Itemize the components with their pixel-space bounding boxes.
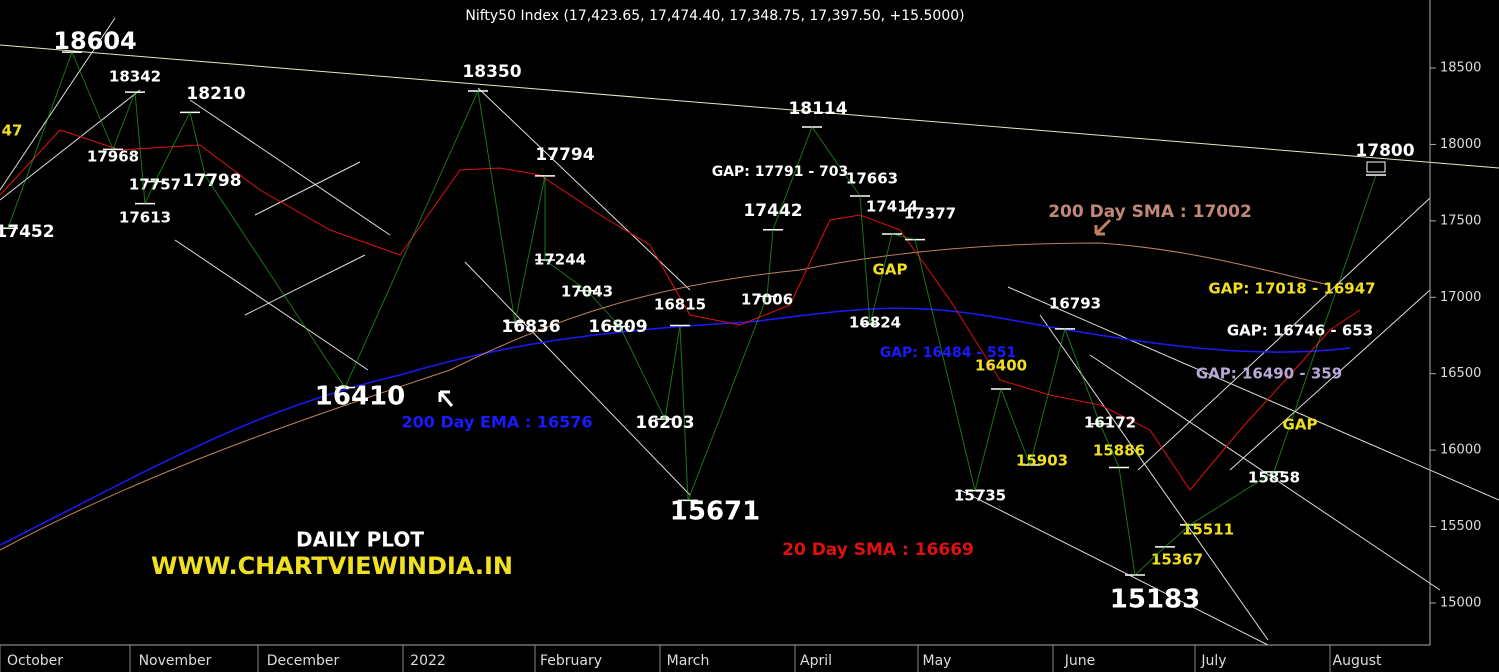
y-tick-label: 17500 bbox=[1440, 213, 1481, 228]
swing-label: 16172 bbox=[1084, 414, 1136, 432]
trendline bbox=[0, 44, 1499, 169]
annotation: GAP: 16746 - 653 bbox=[1227, 322, 1373, 340]
swing-label: 16815 bbox=[654, 296, 706, 314]
x-tick-label: July bbox=[1200, 653, 1226, 669]
annotation: 200 Day SMA : 17002 bbox=[1048, 202, 1252, 222]
swing-label: 17414 bbox=[866, 198, 918, 216]
ema-line bbox=[0, 307, 1351, 546]
annotation: 20 Day SMA : 16669 bbox=[782, 540, 974, 560]
sma-20-line bbox=[0, 129, 1361, 491]
x-tick-label: August bbox=[1333, 653, 1383, 669]
annotation: GAP bbox=[1283, 416, 1318, 434]
swing-label: 16793 bbox=[1049, 295, 1101, 313]
swing-label: 18604 bbox=[53, 27, 137, 55]
trendline bbox=[0, 17, 1499, 646]
annotation: GAP: 16484 - 551 bbox=[880, 345, 1017, 361]
annotation: 200 Day EMA : 16576 bbox=[402, 413, 593, 432]
swing-label: 17244 bbox=[534, 251, 586, 269]
x-tick-label: June bbox=[1064, 653, 1096, 669]
overlays bbox=[0, 17, 1499, 646]
swing-label: 18114 bbox=[788, 99, 847, 119]
annotation: WWW.CHARTVIEWINDIA.IN bbox=[151, 552, 513, 580]
swing-label: 16809 bbox=[588, 317, 647, 337]
x-tick-label: December bbox=[267, 653, 340, 669]
swing-label: 16203 bbox=[635, 413, 694, 433]
x-tick-label: April bbox=[800, 653, 832, 669]
swing-label: 17006 bbox=[741, 291, 793, 309]
swing-label: 18342 bbox=[109, 68, 161, 86]
x-tick-label: October bbox=[7, 653, 63, 669]
x-tick-label: 2022 bbox=[410, 653, 446, 669]
swing-label: 15511 bbox=[1182, 521, 1234, 539]
annotation: GAP: 17018 - 16947 bbox=[1208, 280, 1375, 298]
x-tick-label: February bbox=[540, 653, 602, 669]
annotation: GAP bbox=[873, 261, 908, 279]
x-tick-label: November bbox=[139, 653, 212, 669]
swing-label: 18350 bbox=[462, 62, 521, 82]
sma-200-line bbox=[0, 242, 1331, 551]
swing-label: 15903 bbox=[1016, 452, 1068, 470]
y-tick-label: 16000 bbox=[1440, 443, 1481, 458]
price-path bbox=[7, 50, 1377, 577]
swing-label: 15367 bbox=[1151, 551, 1203, 569]
swing-label: 15858 bbox=[1248, 469, 1300, 487]
annotation: 47 bbox=[2, 122, 23, 140]
chart-title: Nifty50 Index (17,423.65, 17,474.40, 17,… bbox=[465, 8, 964, 24]
swing-label: 16410 bbox=[315, 382, 405, 412]
y-tick-label: 15000 bbox=[1440, 595, 1481, 610]
target-box bbox=[1366, 161, 1386, 173]
x-tick-label: March bbox=[667, 653, 710, 669]
y-tick-label: 18000 bbox=[1440, 137, 1481, 152]
swing-label: 15671 bbox=[670, 497, 760, 527]
y-tick-label: 18500 bbox=[1440, 61, 1481, 76]
swing-label: 16824 bbox=[849, 314, 901, 332]
swing-label: 17377 bbox=[904, 205, 956, 223]
swing-label: 15735 bbox=[954, 487, 1006, 505]
annotation: GAP: 17791 - 703 bbox=[712, 164, 849, 180]
annotation: GAP: 16490 - 359 bbox=[1196, 365, 1342, 383]
swing-label: 17968 bbox=[87, 148, 139, 166]
arrow bbox=[1094, 218, 1112, 236]
x-tick-label: May bbox=[923, 653, 952, 669]
swing-label: 17043 bbox=[561, 283, 613, 301]
y-tick-label: 15500 bbox=[1440, 519, 1481, 534]
swing-label: 18210 bbox=[186, 84, 245, 104]
swing-label: 16400 bbox=[975, 357, 1027, 375]
arrow bbox=[438, 390, 454, 407]
swing-label: 17663 bbox=[846, 170, 898, 188]
swing-label: 17757 bbox=[129, 176, 181, 194]
y-tick-label: 16500 bbox=[1440, 366, 1481, 381]
y-tick-label: 17000 bbox=[1440, 290, 1481, 305]
swing-label: 17794 bbox=[535, 145, 594, 165]
swing-label: 16836 bbox=[501, 317, 560, 337]
annotation: DAILY PLOT bbox=[296, 528, 424, 552]
swing-label: 17613 bbox=[119, 209, 171, 227]
swing-label: 17452 bbox=[0, 222, 55, 242]
swing-label: 17442 bbox=[743, 201, 802, 221]
swing-label: 17800 bbox=[1355, 141, 1414, 161]
swing-label: 15183 bbox=[1110, 585, 1200, 615]
swing-label: 17798 bbox=[182, 171, 241, 191]
swing-label: 15886 bbox=[1093, 442, 1145, 460]
